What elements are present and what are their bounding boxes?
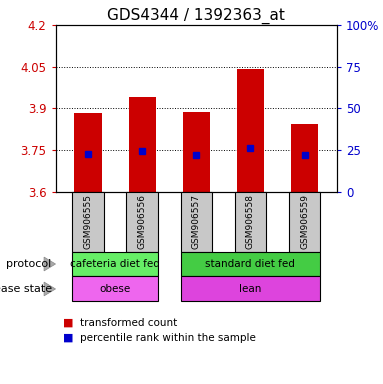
- Text: transformed count: transformed count: [80, 318, 178, 328]
- Text: GSM906555: GSM906555: [83, 194, 93, 249]
- Text: cafeteria diet fed: cafeteria diet fed: [70, 259, 160, 269]
- Bar: [74, 113, 101, 192]
- Text: obese: obese: [100, 284, 131, 294]
- Text: disease state: disease state: [0, 284, 52, 294]
- Text: lean: lean: [239, 284, 262, 294]
- Bar: [129, 98, 155, 192]
- Title: GDS4344 / 1392363_at: GDS4344 / 1392363_at: [107, 7, 285, 23]
- Bar: [237, 69, 264, 192]
- Text: ■: ■: [63, 333, 74, 343]
- Text: standard diet fed: standard diet fed: [206, 259, 295, 269]
- Text: protocol: protocol: [7, 259, 52, 269]
- Text: GSM906557: GSM906557: [192, 194, 201, 249]
- Bar: [291, 124, 318, 192]
- Bar: [183, 112, 210, 192]
- Text: GSM906559: GSM906559: [300, 194, 309, 249]
- Text: percentile rank within the sample: percentile rank within the sample: [80, 333, 256, 343]
- Text: GSM906558: GSM906558: [246, 194, 255, 249]
- Text: ■: ■: [63, 318, 74, 328]
- Text: GSM906556: GSM906556: [137, 194, 147, 249]
